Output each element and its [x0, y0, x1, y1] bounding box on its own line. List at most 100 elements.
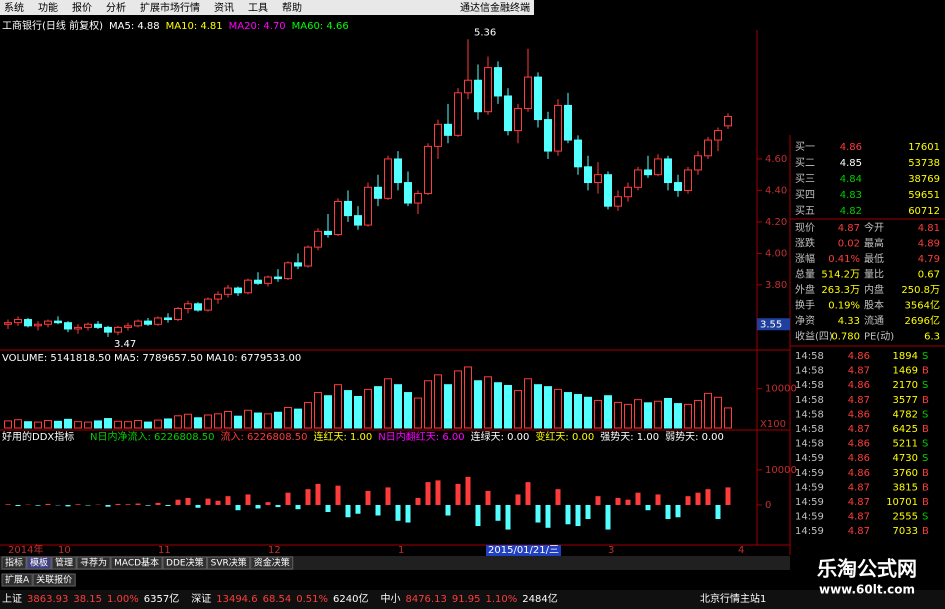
candle-body — [134, 320, 142, 327]
candle-body — [614, 196, 622, 207]
x-tick-label: 11 — [158, 545, 171, 556]
x-tick-label: 12 — [268, 545, 281, 556]
quote-value: 514.2万 — [821, 270, 860, 281]
candle-body — [524, 76, 532, 110]
candle-body — [24, 319, 32, 327]
candle-body — [294, 262, 302, 267]
ddx-bar — [655, 494, 661, 505]
volume-bar — [454, 370, 462, 429]
tab[interactable]: 模板 — [30, 557, 48, 569]
tab[interactable]: SVR决策 — [211, 557, 247, 569]
candle-body — [124, 325, 132, 328]
tab[interactable]: 管理 — [55, 557, 73, 569]
volume-bar — [354, 396, 362, 429]
watermark-title: 乐淘公式网 — [817, 557, 917, 581]
menu-item[interactable]: 资讯 — [214, 2, 234, 14]
volume-bar — [344, 390, 352, 429]
candle-body — [364, 186, 372, 226]
ddx-legend: N日内净流入: 6226808.50 — [90, 430, 214, 443]
volume-bar — [334, 384, 342, 429]
candle-body — [194, 303, 202, 311]
status-item: 68.54 — [263, 594, 292, 605]
menu-item[interactable]: 帮助 — [282, 1, 302, 14]
ma-label: MA10: 4.81 — [166, 21, 223, 32]
menu-item[interactable]: 分析 — [106, 1, 126, 14]
candle-body — [374, 186, 382, 199]
ddx-bar — [695, 492, 701, 505]
ddx-title: 好用的DDX指标 — [2, 430, 74, 443]
ddx-bar — [495, 504, 501, 521]
ddx-bar — [575, 504, 581, 527]
book-price: 4.83 — [840, 190, 862, 201]
x-tick-label: 2015/01/21/三 — [488, 545, 559, 556]
sub-tab[interactable]: 关联报价 — [36, 574, 72, 586]
candle-body — [394, 158, 402, 184]
book-volume: 17601 — [908, 142, 940, 153]
candle-body — [274, 276, 282, 280]
tab[interactable]: 资金决策 — [254, 557, 290, 569]
trade-volume: 10701 — [886, 497, 918, 508]
trade-time: 14:58 — [795, 380, 824, 391]
menu-item[interactable]: 功能 — [38, 1, 58, 14]
ddx-bar — [355, 504, 361, 514]
tab[interactable]: 寻荐为 — [80, 557, 107, 569]
y-tick-label: 3.80 — [765, 280, 787, 291]
book-price: 4.82 — [840, 206, 862, 217]
ddx-bar — [85, 504, 91, 506]
tab[interactable]: 指标 — [5, 557, 23, 569]
candle-body — [654, 158, 662, 176]
status-item: 0.51% — [296, 594, 328, 605]
ddx-bar — [125, 504, 131, 505]
book-label: 买二 — [795, 157, 815, 169]
menu-item[interactable]: 工具 — [248, 2, 268, 14]
volume-bar — [184, 413, 192, 429]
ddx-bar — [475, 504, 481, 527]
tab-box — [51, 556, 77, 570]
x-tick-label: 2014年 — [8, 543, 43, 556]
candle-body — [534, 76, 542, 121]
candle-body — [104, 326, 112, 333]
volume-bar — [74, 421, 82, 429]
candle-body — [174, 308, 182, 321]
menu-item[interactable]: 系统 — [4, 1, 24, 14]
trade-price: 4.87 — [848, 497, 870, 508]
ddx-bar — [5, 504, 11, 505]
volume-bar — [724, 407, 732, 429]
trade-side: B — [922, 395, 929, 406]
price-annotation: 3.47 — [114, 339, 136, 350]
ddx-bar — [715, 504, 721, 520]
ddx-bar — [165, 504, 171, 507]
sub-tab[interactable]: 扩展A — [5, 574, 30, 586]
trade-volume: 2555 — [893, 512, 918, 523]
menu-item[interactable]: 扩展市场行情 — [140, 1, 200, 14]
volume-bar — [84, 421, 92, 429]
quote-value: 4.87 — [838, 223, 860, 234]
ddx-bar — [685, 496, 691, 505]
menu-item[interactable]: 报价 — [72, 1, 92, 14]
book-label: 买一 — [795, 141, 815, 153]
ddx-bar — [595, 496, 601, 505]
status-item: 6357亿 — [144, 592, 179, 605]
volume-bar — [564, 392, 572, 429]
tab[interactable]: DDE决策 — [166, 557, 204, 569]
book-label: 买四 — [795, 189, 815, 201]
trade-price: 4.86 — [848, 409, 870, 420]
volume-bar — [464, 366, 472, 429]
ddx-legend: N日内翻红天: 6.00 — [378, 430, 464, 443]
volume-bar — [604, 395, 612, 429]
ddx-bar — [525, 482, 531, 505]
quote-label: 收益(四) — [795, 330, 833, 343]
menu-bar — [0, 0, 534, 15]
book-price: 4.85 — [840, 158, 862, 169]
trade-time: 14:58 — [795, 351, 824, 362]
volume-bar — [224, 410, 232, 429]
book-price: 4.86 — [840, 142, 862, 153]
status-item: 3863.93 — [27, 594, 68, 605]
volume-bar — [54, 420, 62, 429]
tab[interactable]: MACD基本 — [114, 557, 159, 569]
ddx-bar — [725, 487, 731, 505]
status-item: 91.95 — [452, 594, 481, 605]
axis-flag-box — [757, 318, 790, 331]
volume-bar — [594, 399, 602, 429]
candle-body — [674, 182, 682, 191]
